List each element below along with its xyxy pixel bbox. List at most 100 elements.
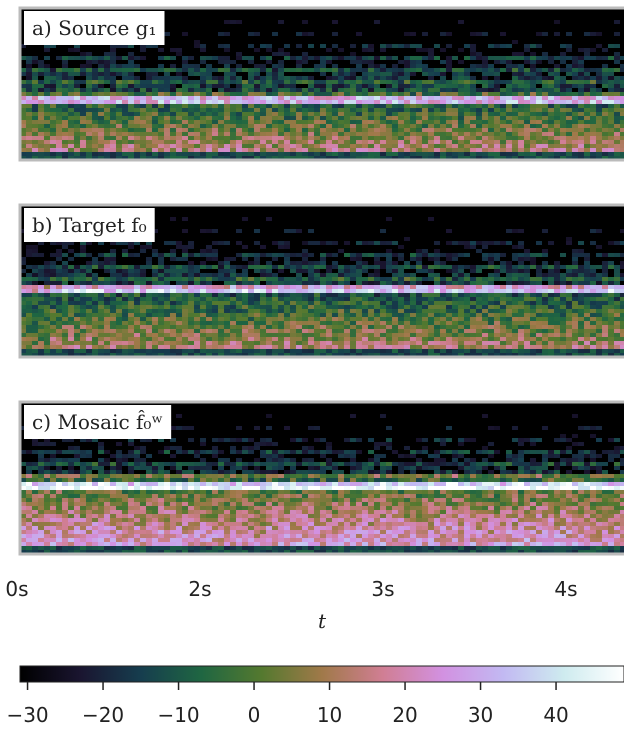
spectrogram-cell	[110, 152, 116, 156]
spectrogram-cell	[494, 341, 500, 345]
spectrogram-cell	[398, 132, 404, 136]
spectrogram-cell	[206, 144, 212, 148]
spectrogram-cell	[152, 337, 158, 341]
spectrogram-cell	[404, 128, 410, 132]
spectrogram-cell	[188, 281, 194, 285]
spectrogram-cell	[218, 305, 224, 309]
spectrogram-cell	[566, 325, 572, 329]
spectrogram-cell	[476, 108, 482, 112]
spectrogram-cell	[458, 48, 464, 52]
spectrogram-cell	[416, 60, 422, 64]
spectrogram-cell	[164, 333, 170, 337]
spectrogram-cell	[116, 124, 122, 128]
spectrogram-cell	[278, 293, 284, 297]
spectrogram-cell	[428, 309, 434, 313]
spectrogram-cell	[212, 144, 218, 148]
spectrogram-cell	[536, 289, 542, 293]
spectrogram-cell	[296, 96, 302, 100]
spectrogram-cell	[500, 349, 506, 353]
spectrogram-cell	[86, 277, 92, 281]
spectrogram-cell	[452, 269, 458, 273]
spectrogram-cell	[284, 333, 290, 337]
spectrogram-cell	[56, 341, 62, 345]
spectrogram-cell	[464, 96, 470, 100]
spectrogram-cell	[458, 281, 464, 285]
spectrogram-cell	[92, 325, 98, 329]
spectrogram-cell	[434, 325, 440, 329]
spectrogram-cell	[494, 309, 500, 313]
spectrogram-cell	[320, 313, 326, 317]
spectrogram-cell	[434, 345, 440, 349]
spectrogram-cell	[548, 321, 554, 325]
spectrogram-cell	[566, 309, 572, 313]
spectrogram-cell	[302, 20, 308, 24]
spectrogram-cell	[566, 132, 572, 136]
spectrogram-cell	[266, 261, 272, 265]
spectrogram-cell	[614, 76, 620, 80]
spectrogram-cell	[134, 285, 140, 289]
spectrogram-cell	[578, 281, 584, 285]
spectrogram-cell	[122, 249, 128, 253]
spectrogram-cell	[410, 116, 416, 120]
spectrogram-cell	[392, 92, 398, 96]
spectrogram-cell	[44, 120, 50, 124]
spectrogram-cell	[176, 309, 182, 313]
spectrogram-cell	[158, 124, 164, 128]
spectrogram-cell	[434, 116, 440, 120]
spectrogram-cell	[248, 293, 254, 297]
spectrogram-cell	[506, 285, 512, 289]
spectrogram-cell	[584, 76, 590, 80]
spectrogram-cell	[446, 32, 452, 36]
spectrogram-cell	[374, 140, 380, 144]
spectrogram-cell	[248, 301, 254, 305]
spectrogram-cell	[164, 305, 170, 309]
spectrogram-cell	[56, 124, 62, 128]
spectrogram-cell	[260, 321, 266, 325]
spectrogram-cell	[548, 112, 554, 116]
spectrogram-cell	[446, 120, 452, 124]
spectrogram-cell	[50, 261, 56, 265]
spectrogram-cell	[170, 241, 176, 245]
spectrogram-cell	[212, 325, 218, 329]
spectrogram-cell	[302, 257, 308, 261]
spectrogram-cell	[530, 341, 536, 345]
spectrogram-cell	[110, 148, 116, 152]
spectrogram-cell	[152, 349, 158, 353]
spectrogram-cell	[170, 309, 176, 313]
spectrogram-cell	[362, 112, 368, 116]
spectrogram-cell	[290, 56, 296, 60]
spectrogram-cell	[296, 337, 302, 341]
spectrogram-cell	[140, 104, 146, 108]
spectrogram-cell	[86, 124, 92, 128]
spectrogram-cell	[116, 96, 122, 100]
spectrogram-cell	[452, 321, 458, 325]
spectrogram-cell	[350, 313, 356, 317]
spectrogram-cell	[518, 120, 524, 124]
spectrogram-cell	[368, 297, 374, 301]
spectrogram-cell	[98, 297, 104, 301]
spectrogram-cell	[104, 293, 110, 297]
spectrogram-cell	[26, 273, 32, 277]
spectrogram-cell	[242, 269, 248, 273]
spectrogram-cell	[86, 281, 92, 285]
spectrogram-cell	[536, 345, 542, 349]
spectrogram-cell	[452, 132, 458, 136]
spectrogram-cell	[440, 301, 446, 305]
spectrogram-cell	[254, 104, 260, 108]
spectrogram-cell	[518, 293, 524, 297]
spectrogram-cell	[26, 313, 32, 317]
spectrogram-cell	[392, 253, 398, 257]
spectrogram-cell	[548, 72, 554, 76]
spectrogram-cell	[362, 293, 368, 297]
spectrogram-cell	[398, 44, 404, 48]
spectrogram-cell	[332, 120, 338, 124]
spectrogram-cell	[26, 128, 32, 132]
spectrogram-cell	[374, 152, 380, 156]
spectrogram-cell	[374, 309, 380, 313]
spectrogram-cell	[368, 128, 374, 132]
spectrogram-cell	[158, 76, 164, 80]
spectrogram-cell	[44, 333, 50, 337]
spectrogram-cell	[428, 136, 434, 140]
spectrogram-cell	[230, 285, 236, 289]
spectrogram-cell	[344, 56, 350, 60]
